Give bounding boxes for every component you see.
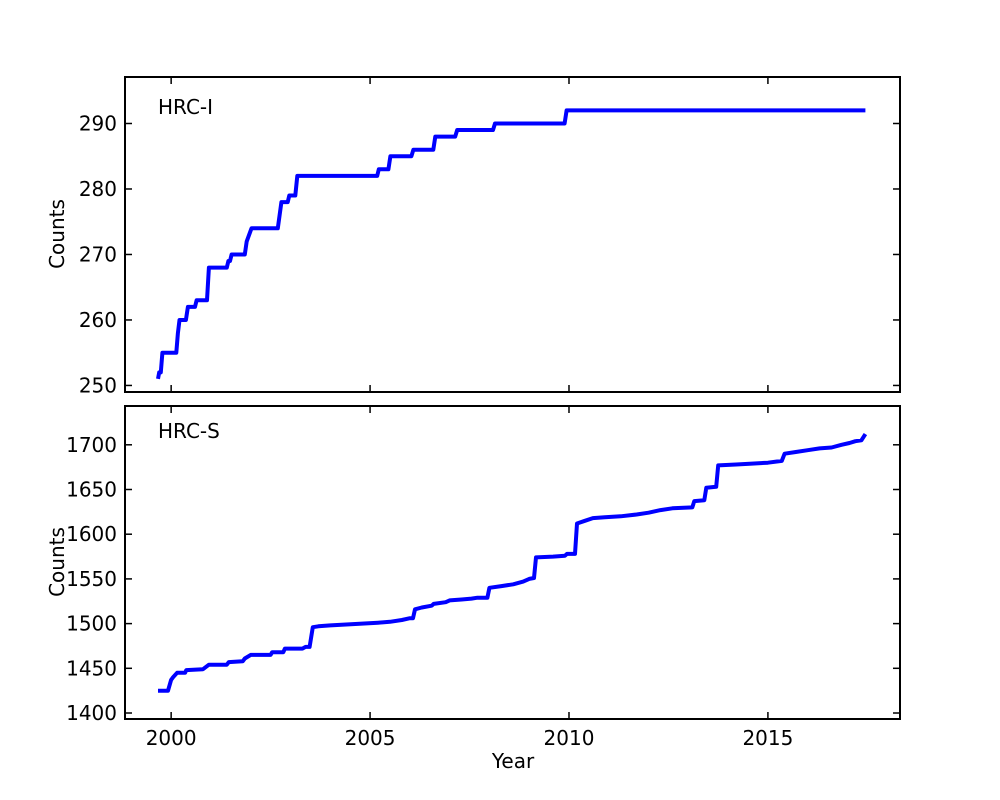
y-axis-label-bottom: Counts: [45, 527, 69, 597]
hrc-s-data-line: [158, 433, 868, 693]
y-tick-label: 1400: [66, 701, 117, 725]
axes-frame: [124, 76, 901, 393]
axes-frame: [124, 405, 901, 720]
y-tick-label: 1600: [66, 522, 117, 546]
x-tick-label: 2010: [544, 726, 595, 750]
hrc-s-panel: 2000 2005 2010 2015 1400 1450 1500 1550 1600 1650…: [66, 405, 901, 750]
y-tick-label: 290: [79, 111, 117, 135]
panel-title-hrc-s: HRC-S: [158, 419, 220, 443]
y-tick-label: 260: [79, 308, 117, 332]
y-tick-label: 1650: [66, 478, 117, 502]
hrc-i-data-line: [156, 108, 866, 380]
x-tick-label: 2015: [742, 726, 793, 750]
y-tick-label: 1550: [66, 567, 117, 591]
x-tick-label: 2000: [146, 726, 197, 750]
y-tick-label: 250: [79, 373, 117, 397]
hrc-i-panel: 250 260 270 280 290: [79, 76, 901, 397]
y-tick-label: 1450: [66, 656, 117, 680]
y-axis-label-top: Counts: [45, 199, 69, 269]
y-tick-label: 1500: [66, 612, 117, 636]
panel-title-hrc-i: HRC-I: [158, 95, 214, 119]
y-tick-label: 280: [79, 177, 117, 201]
x-axis-label: Year: [491, 749, 535, 773]
x-tick-label: 2005: [345, 726, 396, 750]
y-tick-label: 270: [79, 242, 117, 266]
y-tick-label: 1700: [66, 433, 117, 457]
